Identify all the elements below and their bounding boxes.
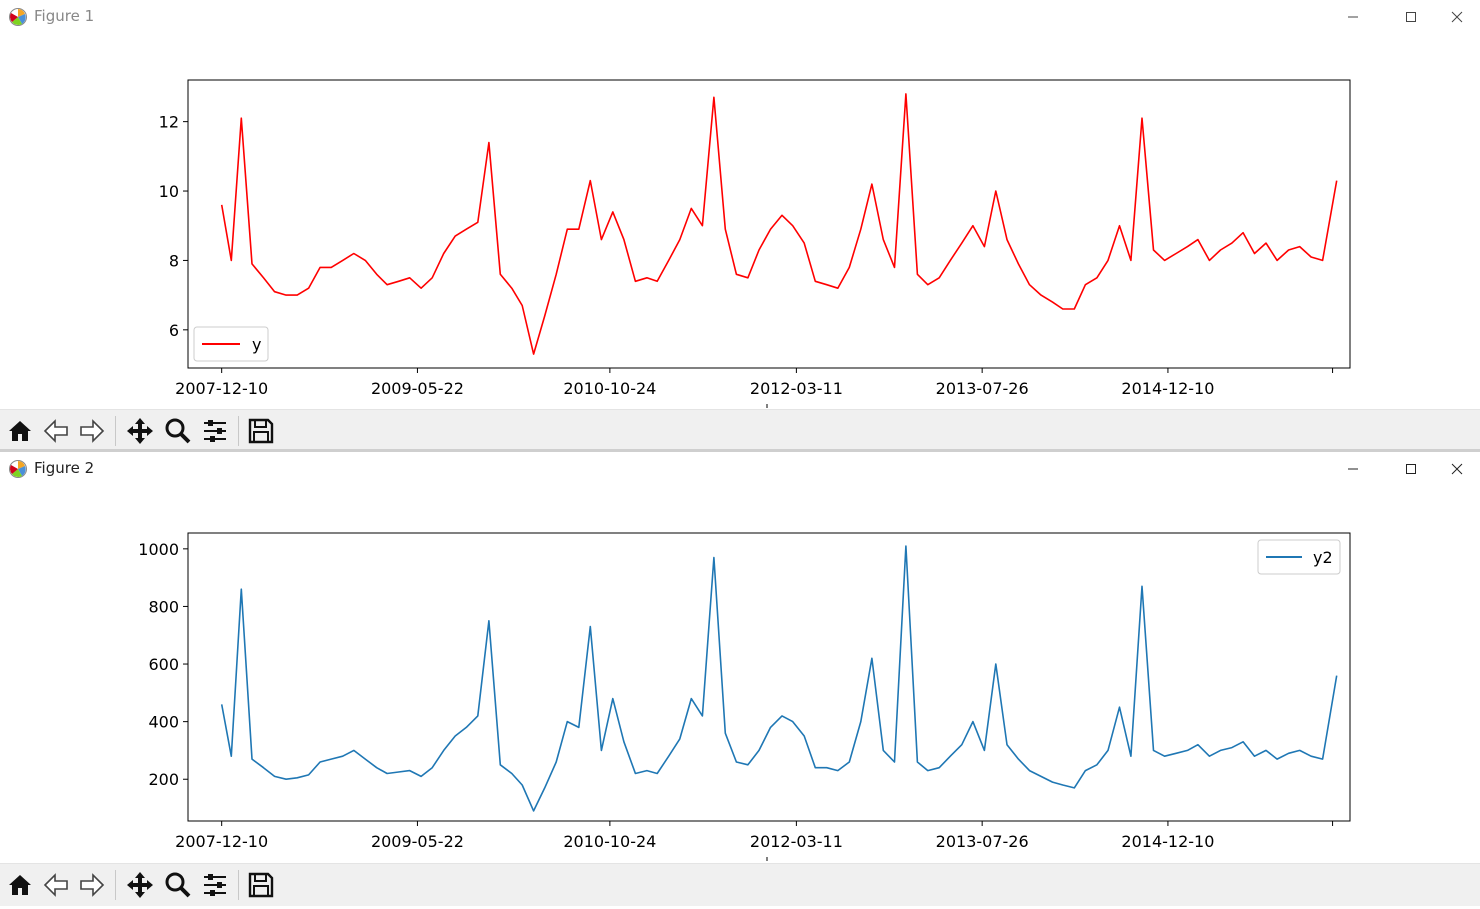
legend-label: y: [252, 335, 261, 354]
configure-subplots-button[interactable]: [199, 869, 231, 901]
title-bar[interactable]: Figure 2: [0, 452, 1480, 486]
save-icon: [248, 872, 274, 898]
series-line-y: [220, 93, 1338, 355]
title-bar[interactable]: Figure 1: [0, 0, 1480, 34]
y-tick-label: 10: [159, 182, 179, 201]
forward-button[interactable]: [76, 869, 108, 901]
matplotlib-logo-icon: [9, 460, 27, 478]
window-title: Figure 1: [34, 7, 95, 25]
series-line-y2: [220, 545, 1338, 812]
toolbar-separator: [238, 870, 239, 900]
axes-frame: [187, 79, 1351, 369]
x-tick-label: 2013-07-26: [936, 379, 1029, 398]
y-tick-label: 400: [148, 713, 179, 732]
back-arrow-icon: [43, 419, 68, 443]
minimize-button[interactable]: [1330, 456, 1376, 482]
close-icon: [1451, 11, 1463, 23]
navigation-toolbar: [0, 409, 1480, 452]
home-button[interactable]: [4, 415, 36, 447]
configure-subplots-icon: [204, 874, 226, 896]
x-tick-label: 2010-10-24: [563, 832, 656, 851]
x-tick-label: 2009-05-22: [371, 379, 464, 398]
save-icon: [248, 418, 274, 444]
toolbar-separator: [115, 416, 116, 446]
close-button[interactable]: [1434, 456, 1480, 482]
x-tick-label: 2014-12-10: [1121, 379, 1214, 398]
axes-frame: [187, 532, 1351, 822]
home-button[interactable]: [4, 869, 36, 901]
minimize-button[interactable]: [1330, 4, 1376, 30]
back-arrow-icon: [43, 873, 68, 897]
y-tick-label: 600: [148, 655, 179, 674]
pan-button[interactable]: [124, 415, 156, 447]
pan-button[interactable]: [124, 869, 156, 901]
legend: y2: [1257, 539, 1341, 575]
configure-subplots-icon: [204, 420, 226, 442]
x-tick-label: 2012-03-11: [750, 832, 843, 851]
maximize-button[interactable]: [1388, 4, 1434, 30]
forward-arrow-icon: [80, 873, 105, 897]
maximize-icon: [1406, 12, 1416, 22]
toolbar-separator: [115, 870, 116, 900]
toolbar-separator: [238, 416, 239, 446]
save-button[interactable]: [245, 415, 277, 447]
forward-arrow-icon: [80, 419, 105, 443]
close-button[interactable]: [1434, 4, 1480, 30]
back-button[interactable]: [40, 869, 72, 901]
x-tick-label: 2013-07-26: [936, 832, 1029, 851]
minimize-icon: [1348, 468, 1358, 470]
zoom-icon: [165, 418, 191, 444]
figure-1-window: Figure 1 6 8 10 12 2007-12-10 2009-05-22 2010…: [0, 0, 1480, 452]
home-icon: [9, 421, 31, 441]
x-tick-label: 2010-10-24: [563, 379, 656, 398]
maximize-button[interactable]: [1388, 456, 1434, 482]
x-tick-label: 2014-12-10: [1121, 832, 1214, 851]
matplotlib-logo-icon: [9, 8, 27, 26]
zoom-button[interactable]: [162, 415, 194, 447]
forward-button[interactable]: [76, 415, 108, 447]
y-tick-label: 800: [148, 597, 179, 616]
pan-icon: [127, 418, 153, 444]
y-tick-label: 6: [169, 321, 179, 340]
y-tick-label: 8: [169, 251, 179, 270]
pan-icon: [127, 872, 153, 898]
close-icon: [1451, 463, 1463, 475]
x-tick-label: 2009-05-22: [371, 832, 464, 851]
home-icon: [9, 875, 31, 895]
legend: y: [193, 326, 269, 362]
maximize-icon: [1406, 464, 1416, 474]
save-button[interactable]: [245, 869, 277, 901]
y-tick-label: 200: [148, 770, 179, 789]
x-tick-label: 2007-12-10: [175, 832, 268, 851]
back-button[interactable]: [40, 415, 72, 447]
minimize-icon: [1348, 16, 1358, 18]
x-tick-label: 2007-12-10: [175, 379, 268, 398]
y-tick-label: 1000: [138, 540, 179, 559]
y-tick-label: 12: [159, 113, 179, 132]
window-divider: [0, 449, 1480, 452]
figure-2-canvas[interactable]: 200 400 600 800 1000 2007-12-10 2009-05-22 201…: [0, 486, 1480, 862]
figure-1-canvas[interactable]: 6 8 10 12 2007-12-10 2009-05-22 2010-10-24 201…: [0, 34, 1480, 410]
figure-2-window: Figure 2 200 400 600 800 1000 2007-12-10 2009…: [0, 452, 1480, 909]
configure-subplots-button[interactable]: [199, 415, 231, 447]
x-tick-label: 2012-03-11: [750, 379, 843, 398]
legend-label: y2: [1313, 548, 1333, 567]
zoom-button[interactable]: [162, 869, 194, 901]
zoom-icon: [165, 872, 191, 898]
window-title: Figure 2: [34, 459, 95, 477]
navigation-toolbar: [0, 863, 1480, 906]
